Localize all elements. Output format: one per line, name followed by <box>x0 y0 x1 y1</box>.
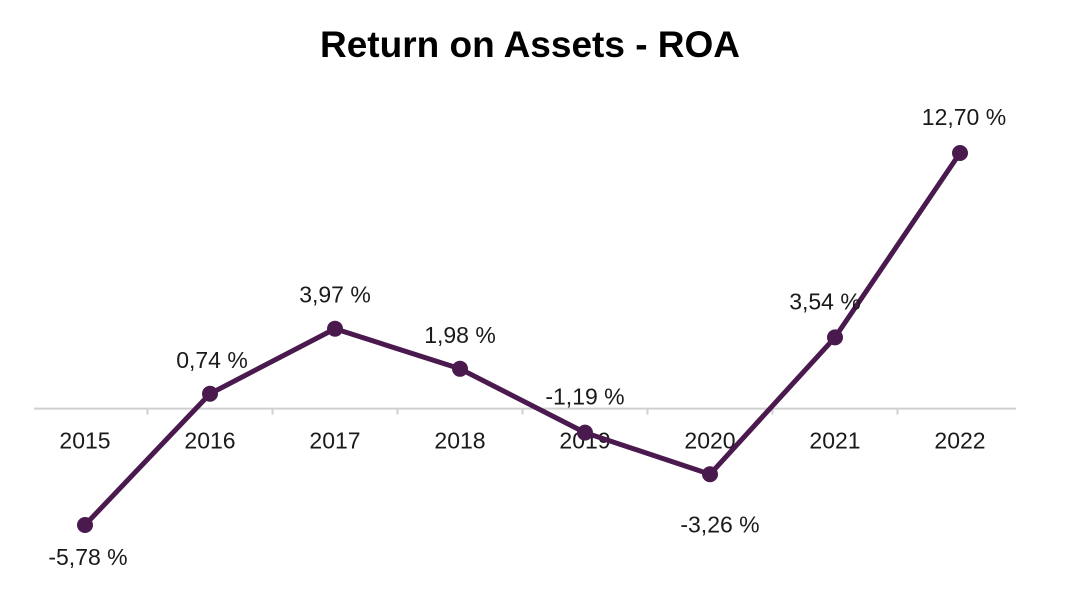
x-tick-label: 2018 <box>434 428 485 454</box>
data-label: 3,97 % <box>299 282 371 308</box>
data-label: -3,26 % <box>680 511 759 537</box>
data-point <box>327 320 343 337</box>
data-label: 0,74 % <box>176 347 248 373</box>
x-tick-label: 2020 <box>684 428 735 454</box>
data-label: -5,78 % <box>48 544 127 570</box>
data-labels: -5,78 % 0,74 % 3,97 % 1,98 % -1,19 % -3,26 % 3… <box>48 104 1006 570</box>
data-points <box>77 145 968 533</box>
x-axis <box>34 407 1016 415</box>
series-line-layer <box>82 150 963 528</box>
data-point <box>77 517 93 533</box>
data-point <box>702 466 718 483</box>
x-tick-label: 2016 <box>184 428 235 454</box>
data-label: 3,54 % <box>789 288 861 314</box>
data-point <box>577 424 593 441</box>
data-label: 12,70 % <box>922 104 1006 130</box>
data-point <box>452 360 468 377</box>
x-tick-labels: 2015 2016 2017 2018 2019 2020 2021 2022 <box>59 428 985 454</box>
data-point <box>202 385 218 402</box>
x-tick-label: 2021 <box>809 428 860 454</box>
data-label: -1,19 % <box>545 384 624 410</box>
data-point <box>952 145 968 161</box>
x-tick-label: 2017 <box>309 428 360 454</box>
series-line <box>82 150 963 528</box>
chart-title: Return on Assets - ROA <box>319 24 741 65</box>
data-label: 1,98 % <box>424 322 496 348</box>
x-tick-label: 2022 <box>934 428 985 454</box>
x-tick-label: 2015 <box>59 428 110 454</box>
data-point <box>827 329 843 346</box>
